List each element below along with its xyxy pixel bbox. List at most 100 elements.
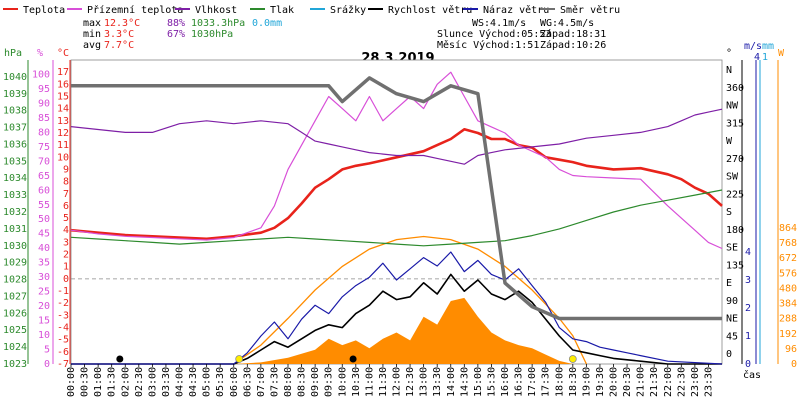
solar-tick: 384	[779, 299, 797, 310]
press-unit: hPa	[4, 48, 22, 59]
dir-tick: SW	[726, 172, 739, 183]
wind-unit: m/s	[744, 41, 762, 52]
solar-tick: 288	[779, 314, 797, 325]
press-tick: 1039	[3, 89, 27, 100]
dir-tick: E	[726, 278, 732, 289]
series-teplota	[70, 128, 723, 241]
dir-tick: SE	[726, 243, 738, 254]
wind-speed-info: WS:4.1m/s	[472, 18, 526, 29]
legend-label: Vlhkost	[195, 5, 237, 16]
left-axes: 1023102410251026102710281029103010311032…	[3, 60, 71, 370]
wind-tick: 1	[745, 331, 751, 342]
moon-marker	[116, 355, 124, 363]
x-tick-label: 07:00	[256, 367, 267, 397]
x-tick-label: 10:00	[337, 367, 348, 397]
hum-tick: 40	[38, 243, 50, 254]
x-tick-label: 16:30	[514, 367, 525, 397]
press-tick: 1036	[3, 139, 27, 150]
wind-gust-info: WG:4.5m/s	[540, 18, 594, 29]
hum-tick: 100	[32, 69, 50, 80]
temp-tick: -7	[57, 359, 69, 370]
x-tick-label: 16:00	[500, 367, 511, 397]
x-tick-label: 11:30	[378, 367, 389, 397]
press-tick: 1037	[3, 123, 27, 134]
hum-unit: %	[37, 48, 43, 59]
series-tlak	[70, 189, 723, 247]
stat-max-press: 1033.3hPa	[191, 18, 245, 29]
press-tick: 1033	[3, 190, 27, 201]
series-naraz-vetru	[71, 251, 723, 365]
press-tick: 1024	[3, 342, 27, 353]
dir-tick: 0	[726, 349, 732, 360]
hum-tick: 65	[38, 171, 50, 182]
temp-tick: 3	[63, 237, 69, 248]
x-tick-label: 14:00	[446, 367, 457, 397]
legend-label: Teplota	[23, 5, 65, 16]
sun-marker	[568, 355, 577, 363]
legend-label: Směr větru	[560, 4, 620, 16]
solar-tick: 864	[779, 223, 797, 234]
hum-tick: 0	[44, 359, 50, 370]
series-smer-vetru	[71, 76, 722, 321]
stat-min-hum: 67%	[167, 29, 185, 40]
solar-tick: 192	[779, 329, 797, 340]
solar-tick: 480	[779, 283, 797, 294]
x-tick-label: 22:30	[676, 367, 687, 397]
stat-max-temp: 12.3°C	[104, 18, 140, 29]
solar-max-curve	[233, 235, 587, 365]
x-tick-label: 06:30	[242, 367, 253, 397]
moonrise-info: Měsíc Východ:1:51	[437, 39, 539, 51]
temp-tick: 2	[63, 250, 69, 261]
x-tick-label: 09:00	[310, 367, 321, 397]
temp-tick: 17	[57, 67, 69, 78]
hum-tick: 85	[38, 113, 50, 124]
press-tick: 1028	[3, 275, 27, 286]
x-axis-label: čas	[743, 369, 761, 381]
x-tick-label: 08:00	[283, 367, 294, 397]
x-tick-label: 05:00	[202, 367, 213, 397]
x-tick-label: 23:30	[703, 367, 714, 397]
stat-max-label: max	[83, 18, 101, 29]
legend-label: Tlak	[270, 5, 294, 16]
series-lines	[70, 71, 723, 365]
press-tick: 1026	[3, 308, 27, 319]
x-tick-label: 19:30	[595, 367, 606, 397]
solar-tick: 768	[779, 238, 797, 249]
temp-tick: 15	[57, 91, 69, 102]
hum-tick: 5	[44, 345, 50, 356]
x-tick-label: 21:00	[636, 367, 647, 397]
solar-layer	[233, 235, 587, 365]
sun-marker	[235, 355, 244, 363]
hum-tick: 55	[38, 200, 50, 211]
press-tick: 1025	[3, 325, 27, 336]
solar-tick: 0	[791, 359, 797, 370]
hum-tick: 30	[38, 272, 50, 283]
x-tick-label: 15:00	[473, 367, 484, 397]
x-tick-label: 11:00	[364, 367, 375, 397]
hum-tick: 10	[38, 330, 50, 341]
temp-tick: -5	[57, 335, 69, 346]
hum-tick: 20	[38, 301, 50, 312]
wind-tick: 3	[745, 275, 751, 286]
x-tick-label: 06:00	[229, 367, 240, 397]
temp-tick: -1	[57, 286, 69, 297]
dir-tick: 135	[726, 260, 744, 271]
x-tick-label: 03:30	[161, 367, 172, 397]
dir-tick: NE	[726, 314, 738, 325]
dir-tick: W	[726, 136, 733, 147]
dir-tick: 360	[726, 83, 744, 94]
temp-tick: 14	[57, 104, 69, 115]
press-tick: 1040	[3, 72, 27, 83]
hum-tick: 80	[38, 127, 50, 138]
legend-label: Přízemní teplota	[87, 4, 183, 16]
rain-unit: mm	[762, 41, 774, 52]
x-tick-label: 01:30	[107, 367, 118, 397]
x-tick-label: 08:30	[297, 367, 308, 397]
x-tick-label: 18:30	[568, 367, 579, 397]
legend-label: Rychlost větru	[388, 4, 472, 16]
x-tick-label: 22:00	[663, 367, 674, 397]
x-tick-label: 12:30	[405, 367, 416, 397]
temp-tick: 5	[63, 213, 69, 224]
solar-tick: 672	[779, 253, 797, 264]
